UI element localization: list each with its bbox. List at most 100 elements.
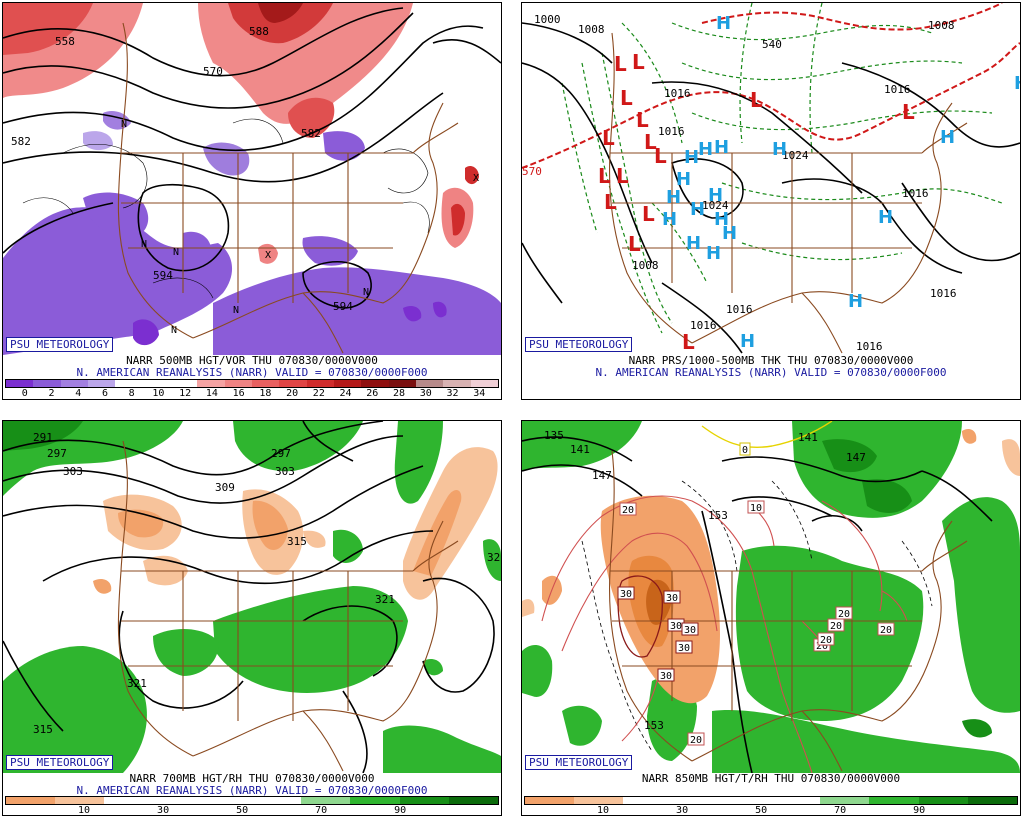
color-scale-tick: 12 [179,388,192,399]
color-scale-swatch [197,380,225,387]
color-scale [5,796,499,805]
color-scale [5,379,499,388]
color-scale-swatch [399,797,449,804]
min-marker: N [141,239,147,250]
map-pressure [522,3,1020,354]
color-scale-swatch [301,797,351,804]
map-title: NARR PRS/1000-500MB THK THU 070830/0000V… [628,354,914,367]
color-scale-tick: 14 [205,388,218,399]
contour-label: 582 [11,135,31,148]
isotherm-label: 30 [666,593,678,604]
isobar-label: 1016 [902,187,929,200]
low-pressure-marker: L [750,88,763,112]
low-pressure-marker: L [644,130,657,154]
color-scale-tick: 30 [676,805,689,816]
credit-badge: PSU METEOROLOGY [525,337,633,352]
color-scale-tick: 50 [755,805,768,816]
isotherm-label: 0 [742,445,748,456]
color-scale-swatch [306,380,334,387]
color-scale-tick: 18 [259,388,272,399]
color-scale-swatch [470,380,498,387]
min-marker: N [233,305,239,316]
contour-label: 315 [33,723,53,736]
isobar-label: 1008 [632,259,659,272]
panel-pressure-thickness: 1000 1008 1008 1016 1016 1016 1024 1024 … [521,2,1021,400]
color-scale-tick: 30 [157,805,170,816]
low-pressure-marker: L [632,50,645,74]
color-scale-swatch [350,797,400,804]
panel-850mb-temperature-humidity: 135 141 147 141 147 153 153 20 10 0 30 3… [521,420,1021,816]
isotherm-label: 20 [838,609,850,620]
isotherm-label: 20 [880,625,892,636]
color-scale-swatch [224,380,252,387]
color-scale-swatch [33,380,61,387]
high-pressure-marker: H [686,233,701,254]
map-subtitle: N. AMERICAN REANALYSIS (NARR) VALID = 07… [76,784,428,797]
high-pressure-marker: H [690,199,705,220]
color-scale-tick: 24 [339,388,352,399]
high-pressure-marker: H [698,139,713,160]
credit-badge: PSU METEOROLOGY [525,755,633,770]
color-scale-swatch [60,380,88,387]
color-scale-swatch [672,797,722,804]
thickness-label: 570 [522,165,542,178]
high-pressure-marker: H [676,169,691,190]
contour-label: 297 [47,447,67,460]
low-pressure-marker: L [598,164,611,188]
credit-badge: PSU METEOROLOGY [6,755,114,770]
isobar-label: 1024 [702,199,729,212]
contour-label: 291 [33,431,53,444]
color-scale-tick: 34 [473,388,486,399]
map-pressure-labels: 1000 1008 1008 1016 1016 1016 1024 1024 … [522,13,1020,354]
isotherm-label: 20 [816,641,828,652]
high-pressure-marker: H [722,223,737,244]
low-pressure-marker: L [628,232,641,256]
color-scale-tick: 26 [366,388,379,399]
color-scale-tick: 20 [286,388,299,399]
contour-label: 297 [271,447,291,460]
temperature-isotherms-warm [617,575,663,658]
color-scale-tick: 2 [48,388,55,399]
contour-label: 153 [644,719,664,732]
thickness-label: 540 [762,38,782,51]
contour-label: 141 [570,443,590,456]
map-subtitle: N. AMERICAN REANALYSIS (NARR) VALID = 07… [595,366,947,379]
high-pressure-marker: H [706,243,721,264]
low-pressure-marker: L [654,144,667,168]
color-scale-swatch [55,797,105,804]
color-scale-tick: 28 [393,388,406,399]
isotherm-label: 30 [620,589,632,600]
color-scale-tick: 10 [78,805,91,816]
color-scale-swatch [279,380,307,387]
color-scale-tick: 32 [446,388,459,399]
high-pressure-marker: H [716,13,731,34]
isotherm-label: 20 [690,735,702,746]
temperature-isotherms [541,495,908,773]
high-pressure-marker: H [714,209,729,230]
low-pressure-marker: L [616,164,629,188]
high-pressure-marker: H [714,137,729,158]
color-scale-swatch [771,797,821,804]
color-scale-swatch [142,380,170,387]
color-scale-tick: 22 [312,388,325,399]
isotherm-label: 30 [684,625,696,636]
humidity-moist-shading [3,421,501,773]
isobar-label: 1000 [534,13,561,26]
color-scale-tick: 30 [419,388,432,399]
high-pressure-marker: H [940,127,955,148]
contour-label: 321 [127,677,147,690]
color-scale-swatch [918,797,968,804]
color-scale-tick: 10 [152,388,165,399]
panel-700mb-humidity: 291 297 303 297 309 303 315 321 321 315 … [2,420,502,816]
color-scale-tick: 50 [236,805,249,816]
high-pressure-marker: H [684,147,699,168]
color-scale-swatch [623,797,673,804]
isobar-label: 1008 [578,23,605,36]
color-scale-ticks: 0 2 4 6 8 10 12 14 16 18 20 22 24 26 28 30 32 34 [5,388,499,399]
height-contours [3,7,501,309]
isobar-label: 1008 [928,19,955,32]
color-scale [524,796,1018,805]
isobar-label: 1016 [856,340,883,353]
isotherm-label: 20 [830,621,842,632]
low-pressure-marker: L [642,202,655,226]
